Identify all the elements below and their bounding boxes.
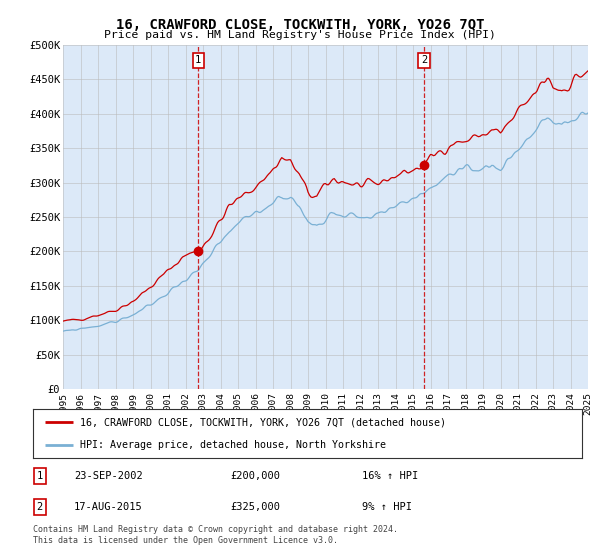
Text: 2: 2 (37, 502, 43, 512)
Text: 23-SEP-2002: 23-SEP-2002 (74, 471, 143, 481)
Text: £200,000: £200,000 (230, 471, 281, 481)
Text: HPI: Average price, detached house, North Yorkshire: HPI: Average price, detached house, Nort… (80, 440, 386, 450)
Text: 16, CRAWFORD CLOSE, TOCKWITH, YORK, YO26 7QT: 16, CRAWFORD CLOSE, TOCKWITH, YORK, YO26… (116, 18, 484, 32)
Text: 9% ↑ HPI: 9% ↑ HPI (362, 502, 412, 512)
Text: 16, CRAWFORD CLOSE, TOCKWITH, YORK, YO26 7QT (detached house): 16, CRAWFORD CLOSE, TOCKWITH, YORK, YO26… (80, 417, 446, 427)
Text: Contains HM Land Registry data © Crown copyright and database right 2024.
This d: Contains HM Land Registry data © Crown c… (33, 525, 398, 545)
Text: 16% ↑ HPI: 16% ↑ HPI (362, 471, 419, 481)
Text: 1: 1 (195, 55, 202, 66)
Text: £325,000: £325,000 (230, 502, 281, 512)
Text: 2: 2 (421, 55, 427, 66)
Text: 1: 1 (37, 471, 43, 481)
Text: Price paid vs. HM Land Registry's House Price Index (HPI): Price paid vs. HM Land Registry's House … (104, 30, 496, 40)
Text: 17-AUG-2015: 17-AUG-2015 (74, 502, 143, 512)
